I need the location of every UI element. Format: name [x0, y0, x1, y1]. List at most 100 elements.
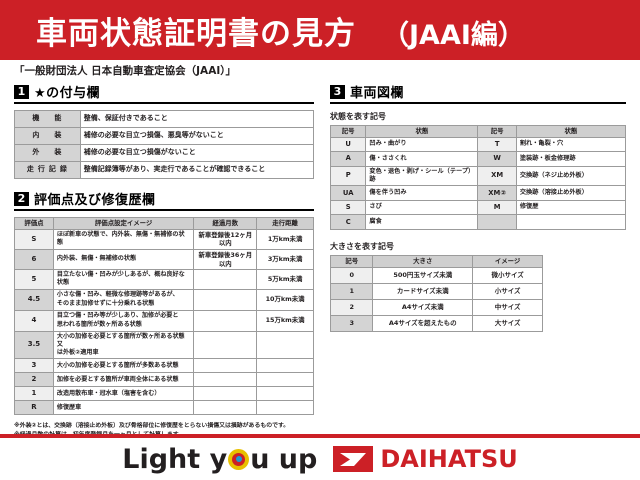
rating-score: R [14, 400, 54, 416]
table-row: 4.5 小さな傷・凹み、軽微な修理跡等があるが、 そのまま加修せずに十分乗れる状態 1… [14, 288, 314, 311]
symbol-state: さび [365, 199, 479, 216]
size-code: 2 [329, 298, 374, 316]
section-2-block: 2 評価点及び修復歴欄 評価点 評価点設定イメージ 経過月数 走行距離 S ほぼ新車の状… [14, 189, 314, 440]
star-row-description: 補修の必要な目立つ損傷、悪臭等がないこと [79, 127, 315, 145]
table-row: 2 A4サイズ未満 中サイズ [329, 298, 544, 316]
symbol-state: 変色・退色・剥げ・シール（テープ）跡 [365, 165, 479, 187]
symbol-state: 凹み・曲がり [365, 136, 479, 153]
state-symbol-table: 記号 状態 記号 状態 U 凹み・曲がり T 割れ・亀裂・穴 A 傷・ささくれ W 塗装跡・板金修理… [329, 125, 627, 230]
rating-column-header: 経過月数 [193, 217, 258, 230]
table-row: U 凹み・曲がり T 割れ・亀裂・穴 [329, 136, 627, 153]
table-row: A 傷・ささくれ W 塗装跡・板金修理跡 [329, 151, 627, 167]
rating-description: 大小の加修を必要とする箇所が多数ある状態 [52, 358, 195, 374]
tagline: Light y u up [122, 444, 317, 475]
rating-distance [256, 400, 314, 416]
rating-distance: 1万km未満 [256, 228, 314, 250]
rating-score: S [14, 228, 54, 250]
symbol-column-header: 記号 [329, 125, 367, 138]
symbol-state: 交換跡（ネジ止め外板） [515, 165, 627, 187]
rating-column-header: 走行距離 [256, 217, 314, 230]
rating-score: 6 [14, 248, 54, 271]
star-row-description: 整備記録簿等があり、実走行であることが確認できること [79, 161, 315, 179]
rating-description: 目立たない傷・凹みが少しあるが、概ね良好な状態 [52, 269, 195, 290]
star-row-description: 補修の必要な目立つ損傷がないこと [79, 144, 315, 162]
rating-months [193, 288, 258, 311]
star-row-label: 機 能 [14, 110, 81, 128]
symbol-code: U [329, 136, 367, 153]
daihatsu-wordmark: DAIHATSU [380, 445, 518, 473]
rating-score: 1 [14, 386, 54, 402]
symbol-table-caption: 状態を表す記号 [330, 112, 386, 121]
right-column: 3 車両図欄 状態を表す記号 記号 状態 記号 状態 U 凹み・曲がり T 割れ・亀裂・穴 A… [329, 82, 627, 332]
symbol-code: UA [329, 185, 367, 201]
section-2-title: 評価点及び修復歴欄 [34, 193, 156, 208]
rating-description: ほぼ新車の状態で、内外装、無傷・無補修の状態 [52, 228, 195, 250]
symbol-column-header: 記号 [477, 125, 517, 138]
size-image-label: 大サイズ [472, 314, 544, 332]
symbol-code: S [329, 199, 367, 216]
page-title-main: 車両状態証明書の見方 [36, 15, 356, 52]
rating-distance: 15万km未満 [256, 309, 314, 332]
left-column: 1 ★の付与欄 機 能整備、保証付きであること内 装補修の必要な目立つ損傷、悪臭… [14, 82, 315, 440]
table-row: 1 改造用散布車・冠水車（塩害を含む） [14, 386, 314, 402]
table-row: 6 内外装、無傷・無補修の状態 新車登録後36ヶ月以内 3万km未満 [14, 248, 314, 271]
rating-months [193, 358, 258, 374]
table-row: 1 カードサイズ未満 小サイズ [329, 282, 544, 300]
rating-distance [256, 358, 314, 374]
section-2-heading: 2 評価点及び修復歴欄 [14, 189, 314, 211]
table-row: 機 能整備、保証付きであること [14, 110, 315, 128]
target-icon [228, 448, 250, 470]
table-row: 走行記録 整備記録簿等があり、実走行であることが確認できること [14, 161, 315, 179]
section-1-heading: 1 ★の付与欄 [14, 82, 314, 104]
symbol-column-header: 状態 [515, 125, 627, 138]
rating-months [193, 269, 258, 290]
symbol-column-header: 状態 [365, 125, 479, 138]
table-row: C 腐食 [329, 214, 627, 230]
size-column-header: 大きさ [372, 254, 474, 268]
section-3-number: 3 [330, 84, 345, 99]
rating-distance: 3万km未満 [256, 248, 314, 271]
table-row: P 変色・退色・剥げ・シール（テープ）跡 XM 交換跡（ネジ止め外板） [329, 165, 627, 187]
symbol-code: M [477, 199, 517, 216]
section-3-title: 車両図欄 [350, 86, 405, 101]
rating-months [193, 309, 258, 332]
size-symbol-table: 記号 大きさ イメージ 0 500円玉サイズ未満 微小サイズ 1 カードサイズ未満 小サイズ 2… [329, 254, 544, 332]
table-row: R 修復歴車 [14, 400, 314, 416]
table-row: S さび M 修復歴 [329, 199, 627, 216]
rating-months: 新車登録後36ヶ月以内 [193, 248, 258, 271]
size-table-caption: 大きさを表す記号 [330, 241, 394, 251]
star-criteria-table: 機 能整備、保証付きであること内 装補修の必要な目立つ損傷、悪臭等がないこと外 … [14, 110, 315, 179]
symbol-code [477, 214, 517, 230]
star-row-label: 内 装 [14, 127, 81, 145]
symbol-code: XM② [477, 185, 517, 201]
star-row-label: 走行記録 [14, 161, 81, 179]
rating-distance [256, 386, 314, 402]
rating-score: 3.5 [14, 330, 54, 360]
size-code: 1 [329, 282, 374, 300]
rating-description: 加修を必要とする箇所が車両全体にある状態 [52, 372, 195, 388]
size-image-label: 中サイズ [472, 298, 544, 316]
symbol-state: 塗装跡・板金修理跡 [515, 151, 627, 167]
rating-score: 2 [14, 372, 54, 388]
table-row: 内 装補修の必要な目立つ損傷、悪臭等がないこと [14, 127, 315, 145]
section-3-heading: 3 車両図欄 [330, 82, 626, 104]
footer-banner: Light y u up DAIHATSU [0, 434, 640, 480]
rating-description: 内外装、無傷・無補修の状態 [52, 248, 195, 271]
page-title-sub: （JAAI編） [382, 19, 525, 51]
daihatsu-logo: DAIHATSU [333, 445, 518, 473]
symbol-code: A [329, 151, 367, 167]
symbol-state: 修復歴 [515, 199, 627, 216]
page-title: 車両状態証明書の見方 （JAAI編） [0, 8, 525, 53]
table-row: 3 大小の加修を必要とする箇所が多数ある状態 [14, 358, 314, 374]
tagline-before: Light y [122, 443, 228, 475]
rating-months [193, 400, 258, 416]
section-2-number: 2 [14, 191, 29, 206]
rating-description: 小さな傷・凹み、軽微な修理跡等があるが、 そのまま加修せずに十分乗れる状態 [52, 288, 195, 311]
star-row-description: 整備、保証付きであること [79, 110, 315, 128]
table-row: 2 加修を必要とする箇所が車両全体にある状態 [14, 372, 314, 388]
rating-description: 改造用散布車・冠水車（塩害を含む） [52, 386, 195, 402]
rating-months [193, 372, 258, 388]
size-range: カードサイズ未満 [372, 282, 474, 300]
rating-column-header: 評価点設定イメージ [52, 217, 195, 230]
section-1-title: ★の付与欄 [34, 86, 101, 101]
